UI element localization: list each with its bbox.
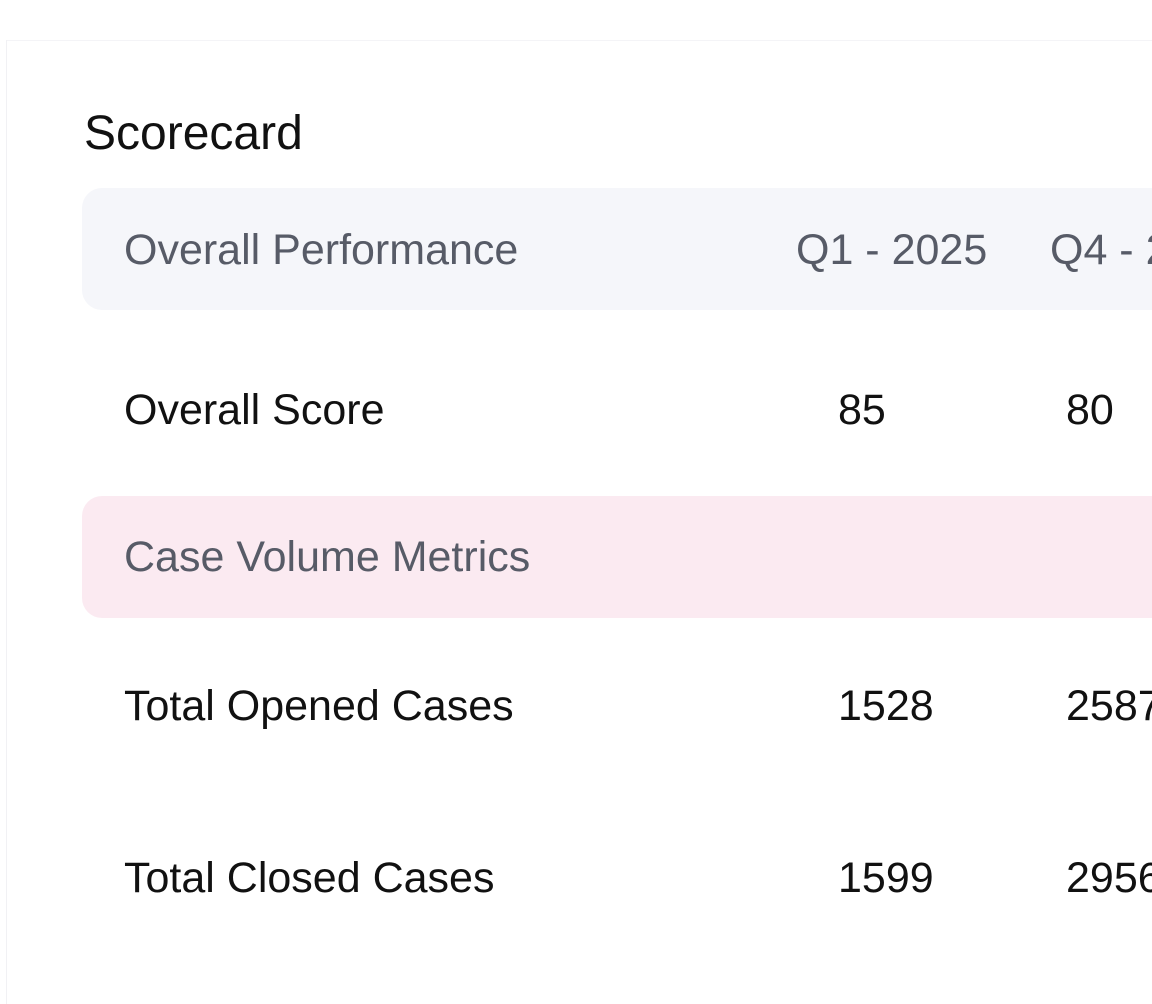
- total-closed-cases-q1-value: 1599: [838, 854, 934, 902]
- total-opened-cases-q4-value: 2587: [1066, 682, 1152, 730]
- panel-left-edge: [6, 40, 7, 1004]
- header-row: [82, 188, 1152, 310]
- total-opened-cases-q1-value: 1528: [838, 682, 934, 730]
- column-header-q1-2025: Q1 - 2025: [796, 226, 988, 274]
- header-label-overall-performance: Overall Performance: [124, 226, 519, 274]
- column-header-q4-2024: Q4 - 2024: [1050, 226, 1152, 274]
- panel-top-edge: [6, 40, 1152, 41]
- row-label-total-closed-cases: Total Closed Cases: [124, 854, 495, 902]
- overall-score-q4-value: 80: [1066, 386, 1114, 434]
- section-row-case-volume-metrics: [82, 496, 1152, 618]
- row-label-total-opened-cases: Total Opened Cases: [124, 682, 514, 730]
- row-label-overall-score: Overall Score: [124, 386, 385, 434]
- total-closed-cases-q4-value: 2956: [1066, 854, 1152, 902]
- section-label-case-volume-metrics: Case Volume Metrics: [124, 533, 531, 581]
- scorecard-title: Scorecard: [84, 107, 303, 160]
- overall-score-q1-value: 85: [838, 386, 886, 434]
